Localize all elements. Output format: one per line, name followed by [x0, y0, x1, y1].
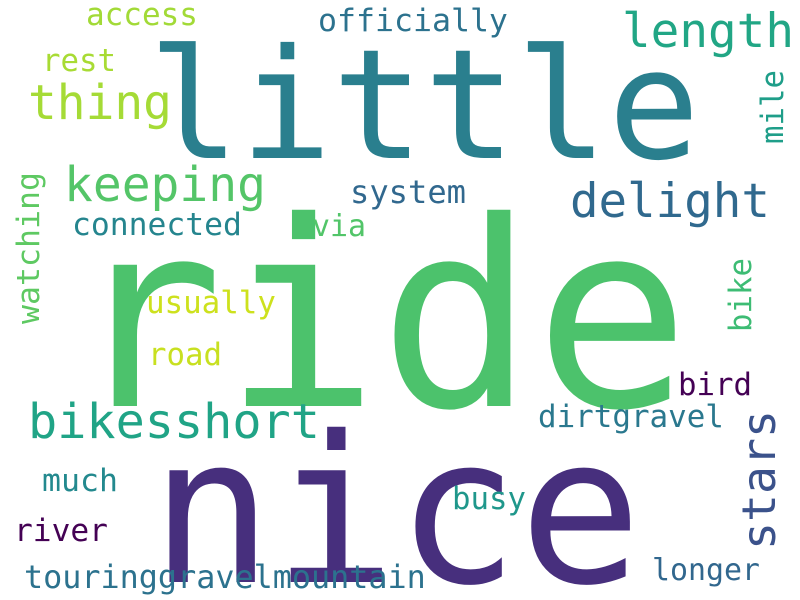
word-bike: bike: [723, 258, 759, 332]
word-bikesshort: bikesshort: [28, 394, 320, 450]
word-dirtgravel: dirtgravel: [538, 399, 724, 435]
word-ride: ride: [68, 166, 690, 467]
word-longer: longer: [652, 553, 760, 588]
word-little: little: [148, 17, 700, 195]
word-touringgravelmountain: touringgravelmountain: [24, 559, 426, 596]
word-usually: usually: [146, 285, 276, 321]
word-stars: stars: [732, 410, 786, 550]
word-access: access: [86, 0, 198, 33]
word-thing: thing: [28, 76, 172, 131]
word-bird: bird: [678, 367, 752, 403]
word-system: system: [350, 173, 466, 211]
word-watching: watching: [11, 172, 47, 324]
word-officially: officially: [318, 3, 508, 39]
word-connected: connected: [72, 207, 242, 243]
word-road: road: [148, 337, 222, 373]
word-river: river: [14, 513, 108, 549]
word-delight: delight: [570, 174, 770, 229]
word-nice: nice: [150, 393, 642, 600]
word-keeping: keeping: [64, 158, 266, 213]
word-busy: busy: [452, 481, 526, 517]
word-length: length: [622, 4, 794, 59]
word-via: via: [312, 209, 366, 244]
word-mile: mile: [755, 70, 791, 144]
word-rest: rest: [42, 43, 116, 79]
word-much: much: [42, 463, 118, 499]
